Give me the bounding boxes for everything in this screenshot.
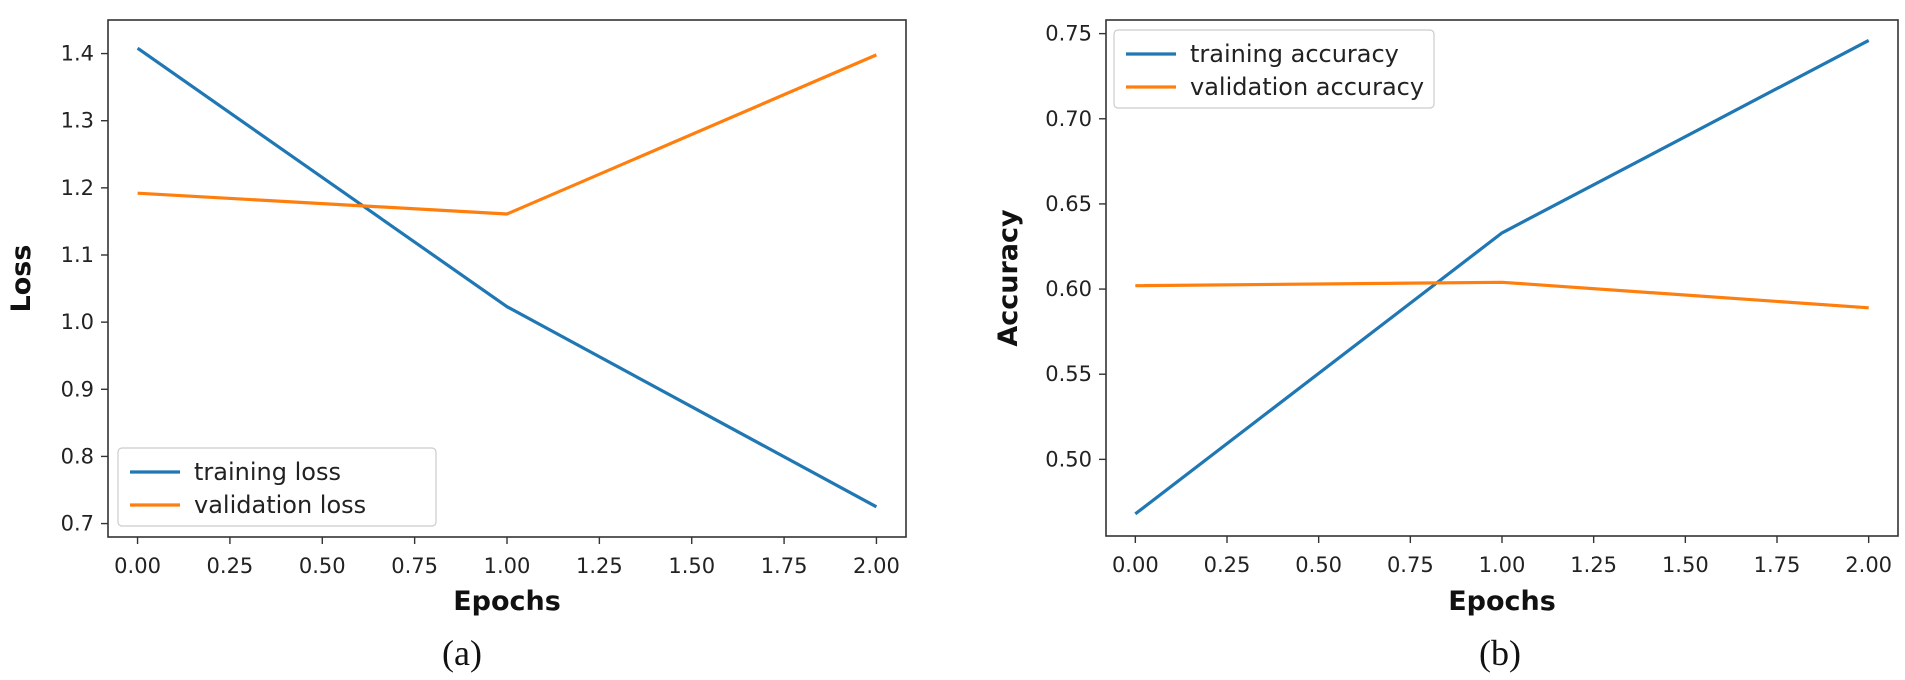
- series-line-training: [1134, 38, 1870, 516]
- y-tick-label: 1.1: [61, 243, 94, 267]
- x-tick-label: 0.75: [1387, 553, 1434, 577]
- y-tick-label: 0.7: [61, 512, 94, 536]
- legend-label: training loss: [194, 458, 341, 486]
- series-line-validation: [137, 53, 878, 216]
- x-tick-label: 0.50: [299, 554, 346, 578]
- x-tick-label: 1.00: [484, 554, 531, 578]
- x-tick-label: 0.25: [1204, 553, 1251, 577]
- y-tick-label: 0.60: [1045, 277, 1092, 301]
- y-tick-label: 1.0: [61, 310, 94, 334]
- series-line-validation: [1135, 280, 1869, 310]
- legend-label: training accuracy: [1190, 40, 1399, 68]
- x-tick-label: 1.25: [576, 554, 623, 578]
- x-tick-label: 1.75: [761, 554, 808, 578]
- accuracy-chart: 0.00 0.25 0.50 0.75 1.00 1.25 1.50 1.75 2.00 0.50…: [993, 19, 1899, 673]
- x-tick-label: 1.50: [668, 554, 715, 578]
- y-tick-label: 1.3: [61, 109, 94, 133]
- y-axis-title: Loss: [6, 245, 37, 313]
- y-tick-label: 1.4: [61, 42, 94, 66]
- legend-box: [117, 447, 437, 527]
- x-tick-label: 2.00: [853, 554, 900, 578]
- x-tick-label: 2.00: [1845, 553, 1892, 577]
- y-tick-label: 0.55: [1045, 362, 1092, 386]
- x-tick-label: 1.25: [1570, 553, 1617, 577]
- legend-label: validation loss: [194, 491, 366, 519]
- x-tick-label: 0.00: [114, 554, 161, 578]
- y-tick-label: 1.2: [61, 176, 94, 200]
- y-axis-title: Accuracy: [993, 209, 1024, 347]
- series-line-training: [136, 46, 878, 509]
- legend-label: validation accuracy: [1190, 73, 1424, 101]
- y-tick-label: 0.9: [61, 377, 94, 401]
- x-axis-title: Epochs: [453, 586, 561, 617]
- figure-caption: (a): [442, 633, 482, 673]
- y-tick-label: 0.75: [1045, 22, 1092, 46]
- x-tick-label: 0.75: [391, 554, 438, 578]
- legend-box: [1113, 29, 1435, 109]
- x-tick-label: 1.00: [1479, 553, 1526, 577]
- x-tick-label: 0.00: [1112, 553, 1159, 577]
- loss-chart: 0.00 0.25 0.50 0.75 1.00 1.25 1.50 1.75 2.00 0.7 0…: [6, 19, 907, 673]
- figure-caption: (b): [1479, 633, 1521, 673]
- x-tick-label: 0.50: [1295, 553, 1342, 577]
- x-tick-label: 1.50: [1662, 553, 1709, 577]
- y-tick-label: 0.8: [61, 444, 94, 468]
- y-tick-label: 0.70: [1045, 107, 1092, 131]
- y-tick-label: 0.50: [1045, 447, 1092, 471]
- x-tick-label: 0.25: [207, 554, 254, 578]
- x-tick-label: 1.75: [1754, 553, 1801, 577]
- y-tick-label: 0.65: [1045, 192, 1092, 216]
- x-axis-title: Epochs: [1448, 586, 1556, 617]
